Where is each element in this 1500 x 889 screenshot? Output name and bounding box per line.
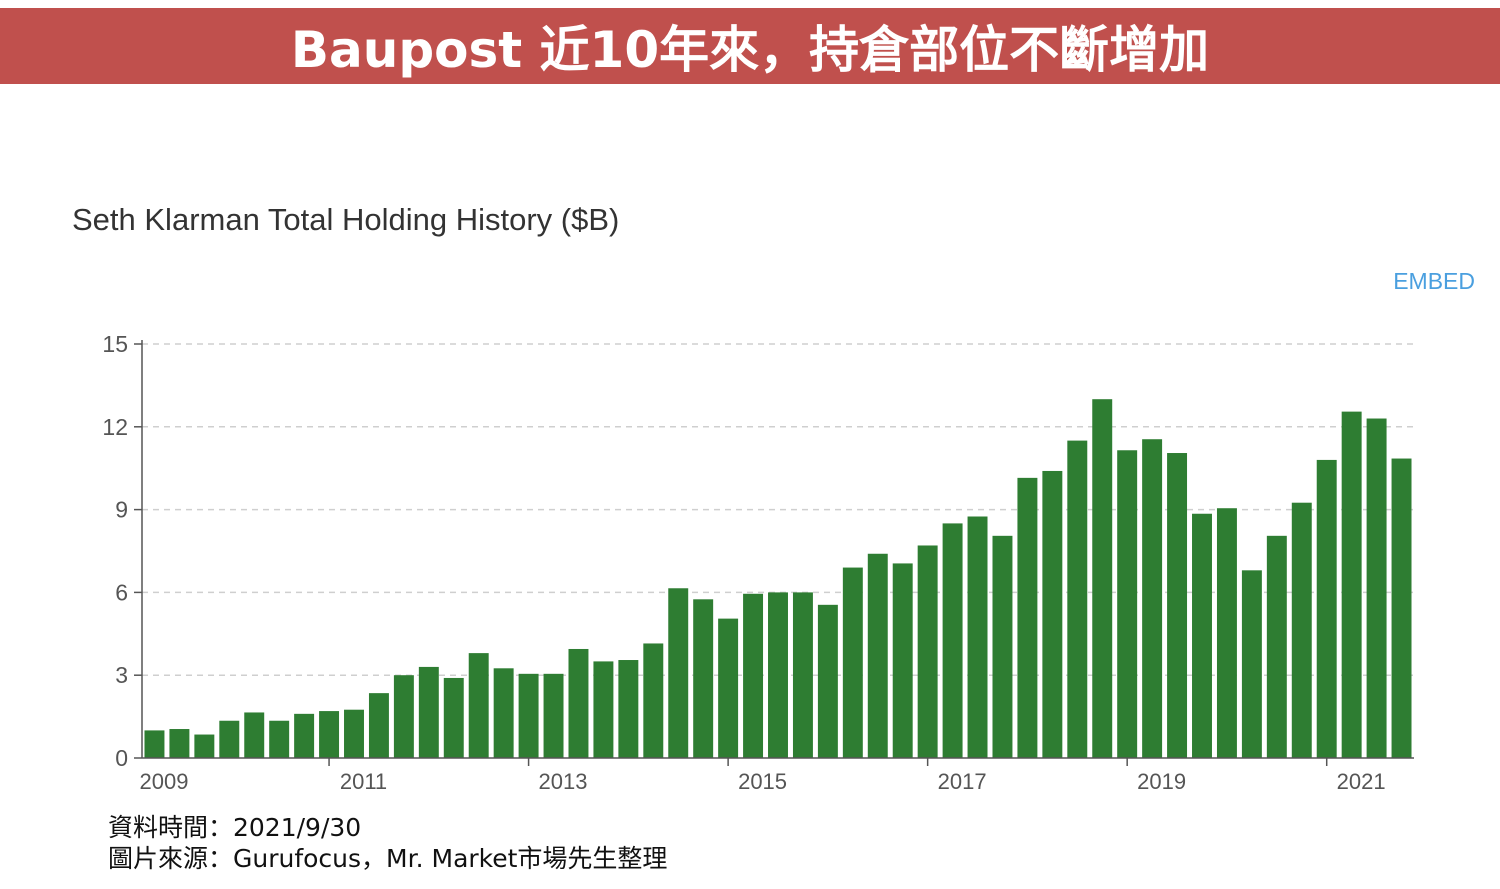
bar [568,648,589,758]
bar [643,643,664,758]
x-tick-label: 2009 [139,769,188,794]
bar [917,545,938,758]
bar [294,713,315,758]
footer-notes: 資料時間：2021/9/30 圖片來源：Gurufocus，Mr. Market… [108,812,667,874]
bar [169,729,190,758]
x-tick-label: 2011 [340,769,387,794]
bar [1216,508,1237,758]
bar [418,666,439,758]
bar [743,593,764,758]
bar [967,516,988,758]
title-banner: Baupost 近10年來，持倉部位不斷增加 [0,8,1500,84]
bar [1167,453,1188,758]
y-tick-label: 6 [115,579,128,605]
bar [1291,502,1312,758]
bar [718,618,739,758]
bar [817,604,838,758]
x-tick-label: 2013 [539,769,588,794]
bar [1266,535,1287,758]
bar [768,592,788,758]
bar [244,712,265,758]
chart-title: Seth Klarman Total Holding History ($B) [72,202,620,237]
x-tick-label: 2015 [738,769,787,794]
bar [344,709,364,758]
bar [518,673,539,758]
bar [1092,399,1113,758]
bar [892,563,913,758]
bar [194,734,215,758]
x-tick-label: 2017 [938,769,987,794]
x-tick-label: 2019 [1137,769,1186,794]
y-tick-label: 15 [102,331,128,357]
bar [1042,470,1063,758]
bar [668,588,689,758]
bar [1017,477,1038,758]
bar [543,673,564,758]
bar [1391,458,1412,758]
bar [1241,570,1262,758]
bar [1067,440,1088,758]
bar [319,711,340,758]
y-tick-label: 0 [115,745,128,771]
embed-link[interactable]: EMBED [1393,268,1475,294]
bar [1117,450,1138,758]
bar [992,535,1013,758]
bar [1192,513,1212,758]
bar [1366,418,1387,758]
bar [443,677,464,758]
bar [219,720,240,758]
bar [618,660,639,758]
bar [792,592,813,758]
bar [1316,459,1337,758]
y-tick-label: 12 [102,414,128,440]
bar [842,567,863,758]
bar [368,693,389,758]
bar [468,653,489,758]
bar [144,730,165,758]
banner-title: Baupost 近10年來，持倉部位不斷增加 [290,21,1210,79]
y-tick-label: 9 [115,497,128,523]
bar [269,720,290,758]
bar [493,668,514,758]
data-date-note: 資料時間：2021/9/30 [108,813,362,842]
bar [1341,411,1362,758]
bar [693,599,714,758]
x-tick-label: 2021 [1337,769,1386,794]
bar [593,661,614,758]
bar [942,523,963,758]
y-tick-label: 3 [115,662,128,688]
image-source-note: 圖片來源：Gurufocus，Mr. Market市場先生整理 [108,844,668,873]
bar [393,675,414,758]
bar [1142,439,1163,758]
bar [867,553,888,758]
